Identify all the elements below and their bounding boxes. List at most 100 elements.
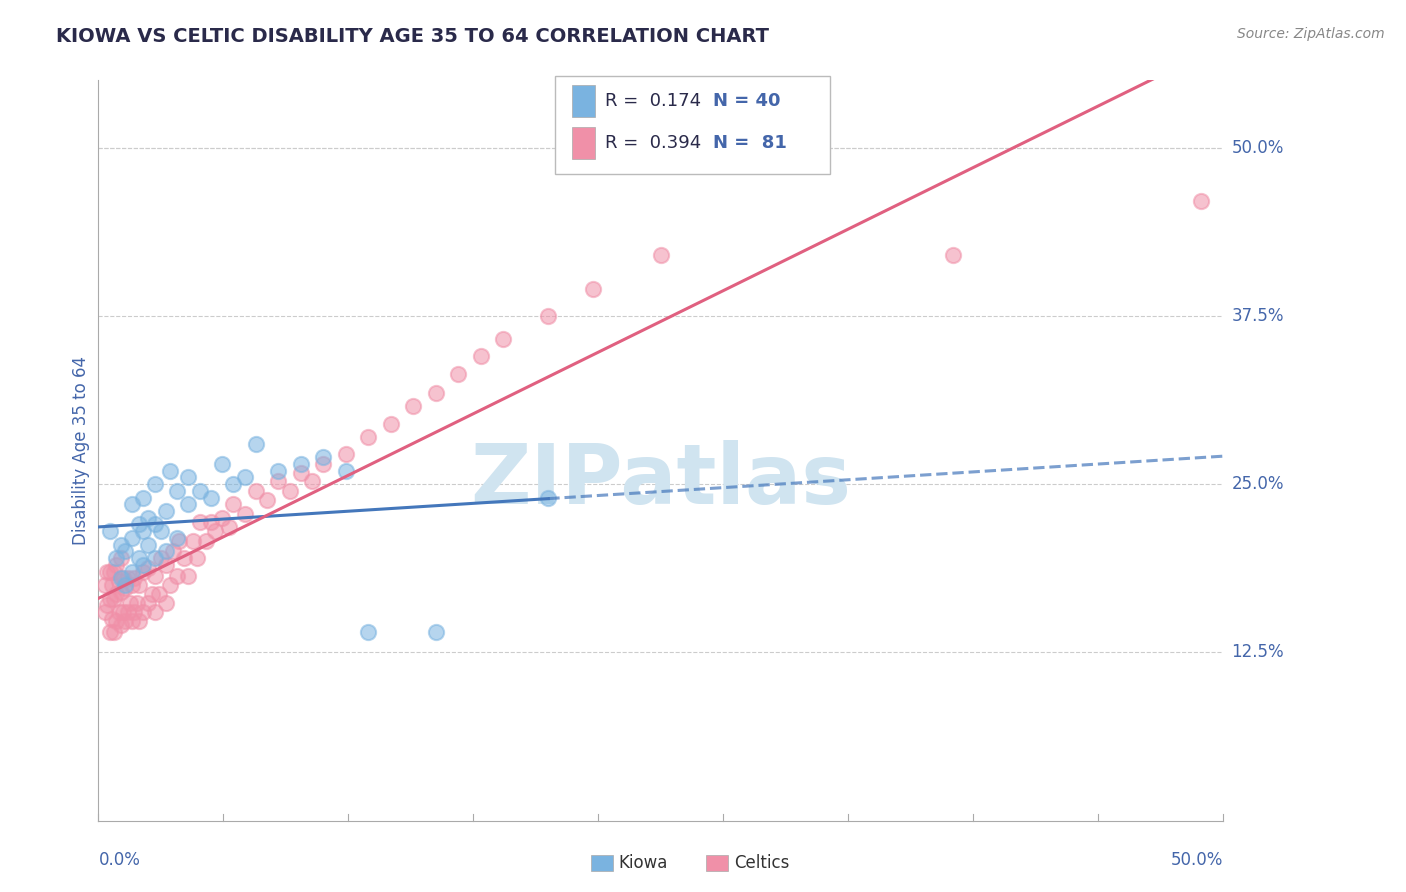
Point — [114, 578, 136, 592]
Point — [121, 531, 143, 545]
Point — [124, 571, 146, 585]
Point — [177, 568, 200, 582]
Point — [136, 596, 159, 610]
Point — [159, 464, 181, 478]
Point — [492, 332, 515, 346]
Point — [162, 544, 184, 558]
Point — [128, 578, 150, 592]
Point — [110, 551, 132, 566]
Point — [335, 464, 357, 478]
Point — [650, 248, 672, 262]
Point — [136, 560, 159, 574]
Y-axis label: Disability Age 35 to 64: Disability Age 35 to 64 — [72, 356, 90, 545]
Point — [312, 457, 335, 471]
Point — [143, 477, 166, 491]
Point — [222, 477, 245, 491]
Point — [1189, 194, 1212, 209]
Text: 12.5%: 12.5% — [1232, 643, 1284, 661]
Point — [125, 596, 148, 610]
Point — [312, 450, 335, 465]
Point — [96, 599, 118, 613]
Point — [278, 483, 301, 498]
Point — [402, 399, 425, 413]
Point — [447, 367, 470, 381]
Text: N = 40: N = 40 — [713, 92, 780, 110]
Point — [132, 565, 155, 579]
Point — [110, 618, 132, 632]
Point — [181, 533, 204, 548]
Point — [211, 510, 233, 524]
Point — [112, 605, 135, 619]
Point — [105, 551, 128, 566]
Text: 50.0%: 50.0% — [1232, 138, 1284, 157]
Point — [357, 625, 380, 640]
Point — [98, 625, 121, 640]
Point — [245, 436, 267, 450]
Text: Source: ZipAtlas.com: Source: ZipAtlas.com — [1237, 27, 1385, 41]
Point — [470, 349, 492, 363]
Point — [204, 524, 226, 539]
Point — [98, 591, 121, 606]
Point — [148, 587, 170, 601]
Point — [114, 544, 136, 558]
Text: R =  0.174: R = 0.174 — [605, 92, 700, 110]
Point — [150, 551, 173, 566]
Point — [425, 385, 447, 400]
Point — [124, 605, 146, 619]
Point — [143, 517, 166, 532]
Point — [233, 507, 256, 521]
Point — [128, 615, 150, 629]
Point — [114, 615, 136, 629]
Text: Kiowa: Kiowa — [619, 855, 668, 872]
Point — [166, 531, 188, 545]
Point — [166, 483, 188, 498]
Point — [110, 584, 132, 599]
Point — [188, 515, 211, 529]
Point — [195, 533, 218, 548]
Point — [103, 565, 125, 579]
Point — [155, 504, 177, 518]
Point — [177, 470, 200, 484]
Text: Celtics: Celtics — [734, 855, 789, 872]
Point — [301, 475, 323, 489]
Point — [101, 578, 124, 592]
Point — [103, 591, 125, 606]
Point — [118, 596, 141, 610]
Text: 0.0%: 0.0% — [98, 851, 141, 869]
Point — [128, 551, 150, 566]
Point — [267, 464, 290, 478]
Point — [128, 517, 150, 532]
Point — [98, 565, 121, 579]
Point — [132, 558, 155, 572]
Point — [245, 483, 267, 498]
Point — [121, 565, 143, 579]
Point — [425, 625, 447, 640]
Point — [112, 571, 135, 585]
Point — [380, 417, 402, 431]
Point — [200, 515, 222, 529]
Point — [117, 571, 139, 585]
Point — [132, 491, 155, 505]
Point — [143, 605, 166, 619]
Point — [105, 615, 128, 629]
Point — [114, 581, 136, 595]
Point — [94, 605, 117, 619]
Point — [96, 565, 118, 579]
Point — [105, 587, 128, 601]
Point — [290, 467, 312, 481]
Text: N =  81: N = 81 — [713, 134, 787, 152]
Point — [132, 524, 155, 539]
Point — [143, 568, 166, 582]
Point — [188, 483, 211, 498]
Point — [357, 430, 380, 444]
Point — [186, 551, 208, 566]
Point — [155, 596, 177, 610]
Point — [141, 587, 163, 601]
Point — [110, 538, 132, 552]
Text: KIOWA VS CELTIC DISABILITY AGE 35 TO 64 CORRELATION CHART: KIOWA VS CELTIC DISABILITY AGE 35 TO 64 … — [56, 27, 769, 45]
Text: 25.0%: 25.0% — [1232, 475, 1284, 493]
Text: ZIPatlas: ZIPatlas — [471, 440, 851, 521]
Point — [117, 605, 139, 619]
Text: 37.5%: 37.5% — [1232, 307, 1284, 325]
Point — [94, 578, 117, 592]
